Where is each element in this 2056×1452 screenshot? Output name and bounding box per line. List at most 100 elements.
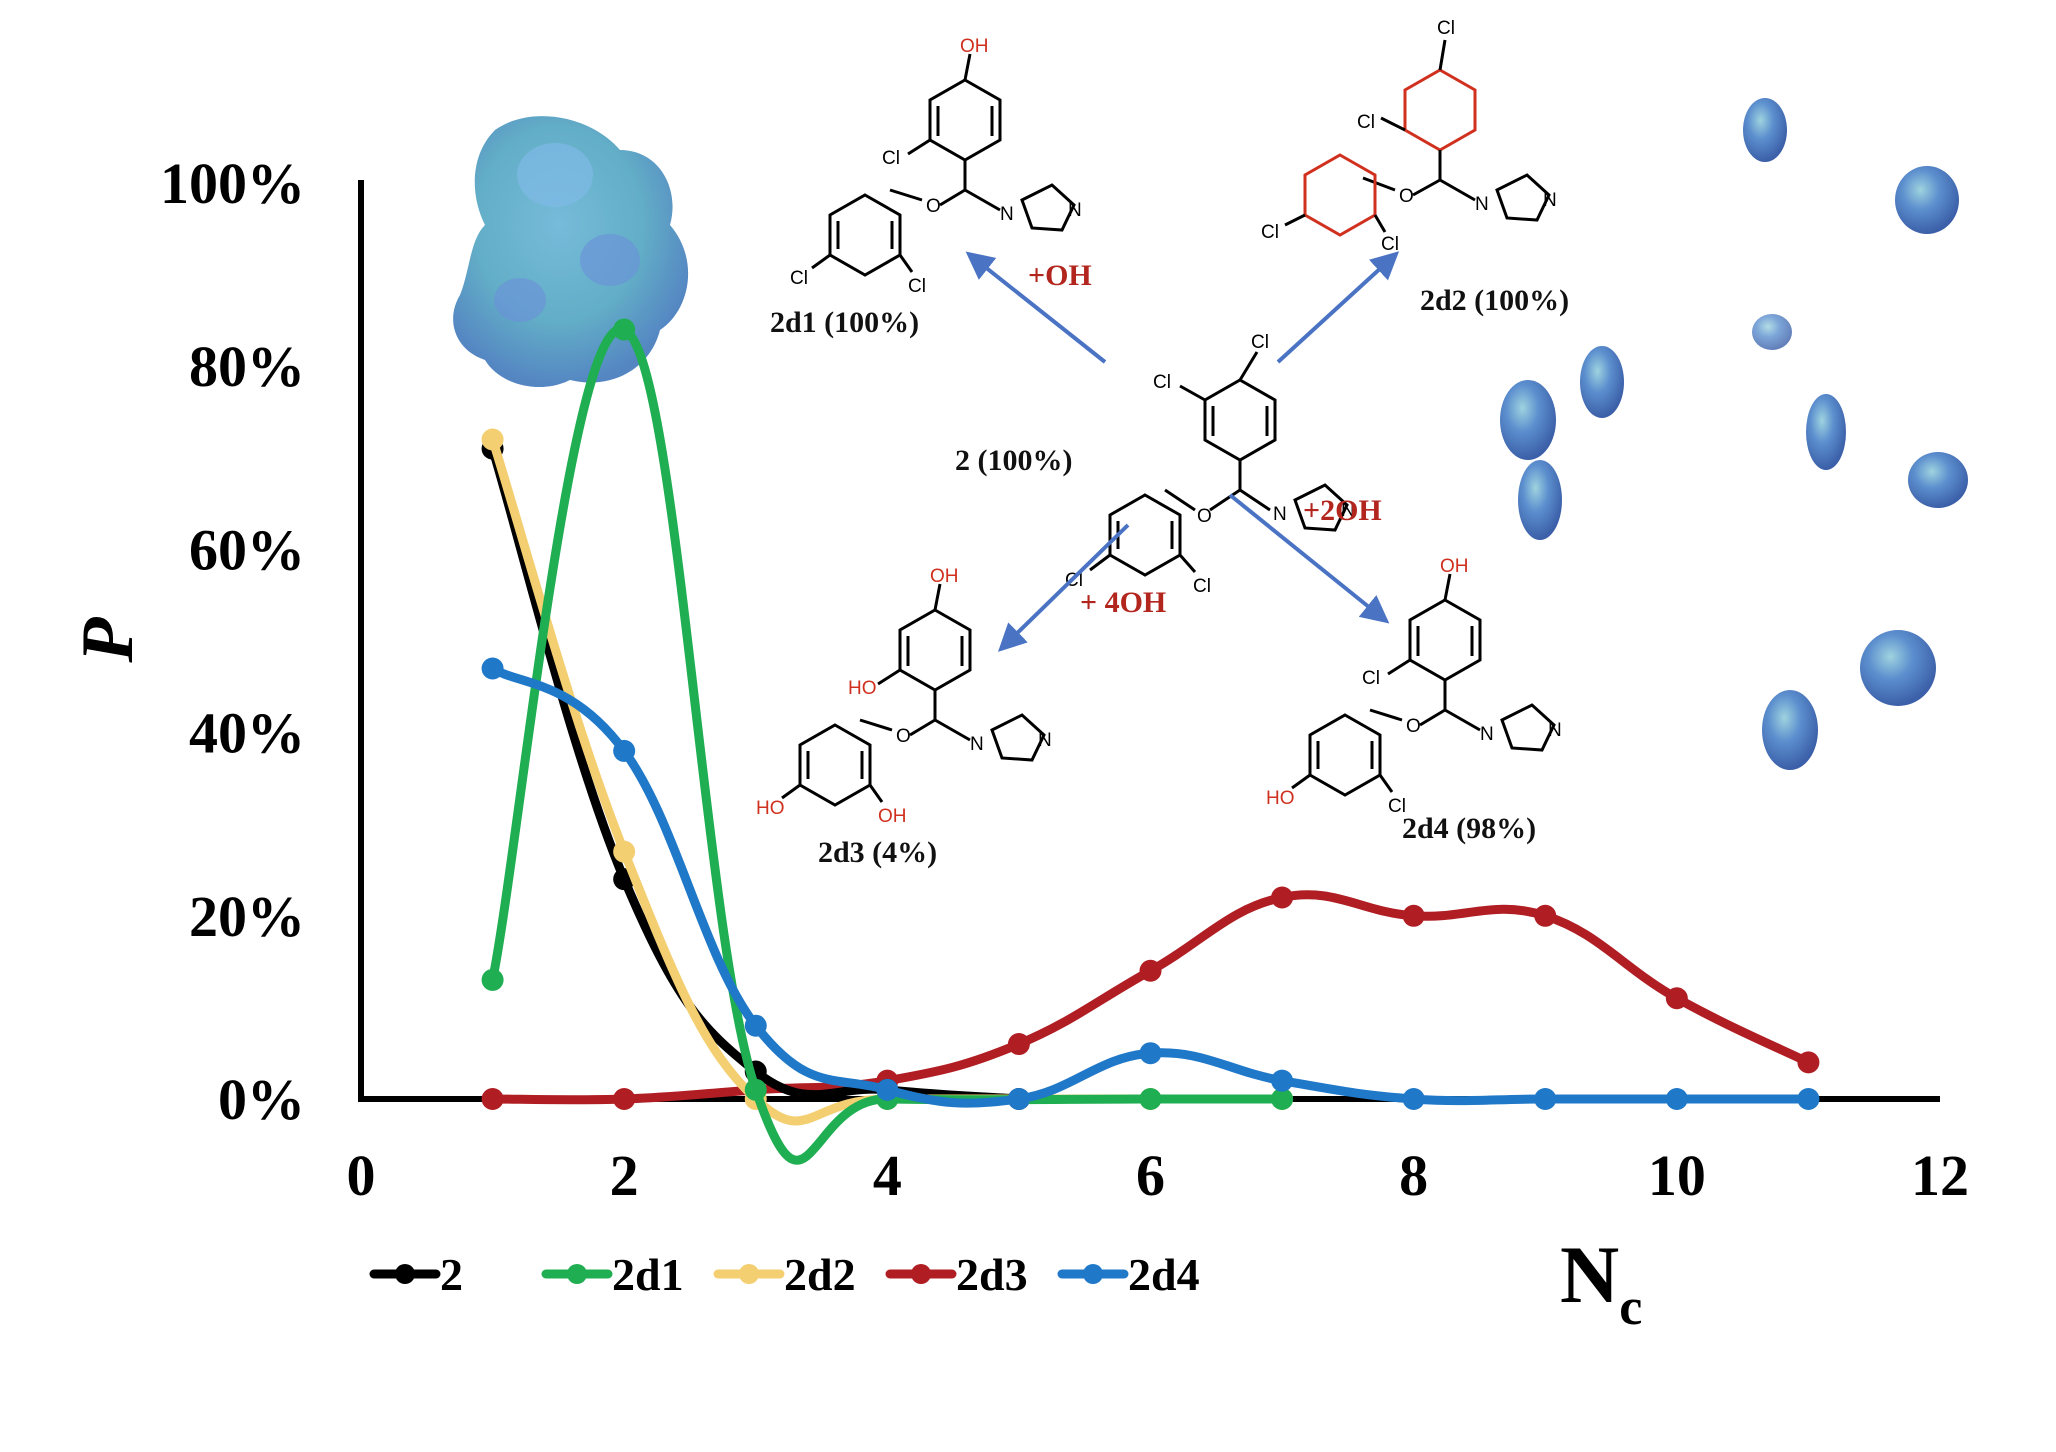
y-axis-label: P <box>67 617 149 664</box>
data-point-2d3 <box>1139 959 1162 982</box>
svg-text:Cl: Cl <box>1437 18 1455 39</box>
legend-label: 2 <box>440 1249 463 1300</box>
svg-text:O: O <box>1399 186 1414 207</box>
y-tick-label: 100% <box>160 151 305 216</box>
molecule-2d2: Cl Cl O N N Cl Cl 2d2 (100%) <box>1261 18 1569 317</box>
legend-label: 2d3 <box>956 1249 1028 1300</box>
svg-text:N: N <box>1480 724 1494 745</box>
series-2d4 <box>481 657 1820 1110</box>
molecule-2d1: OH Cl O N N Cl Cl 2d1 (100%) <box>770 36 1082 339</box>
data-point-2d2 <box>613 840 636 863</box>
reaction-label-2oh: +2OH <box>1303 494 1382 527</box>
x-tick-label: 8 <box>1399 1143 1428 1208</box>
x-tick-label: 2 <box>610 1143 639 1208</box>
molecule-2d1-caption: 2d1 (100%) <box>770 306 919 339</box>
svg-text:O: O <box>926 196 941 217</box>
svg-text:Cl: Cl <box>882 148 900 169</box>
reaction-label-oh: +OH <box>1028 259 1092 292</box>
legend-label: 2d2 <box>784 1249 856 1300</box>
molecule-2d3-caption: 2d3 (4%) <box>818 836 937 869</box>
data-point-2d4 <box>481 657 504 680</box>
data-point-2d4 <box>1007 1088 1030 1110</box>
x-tick-label: 10 <box>1648 1143 1706 1208</box>
y-tick-label: 80% <box>189 334 305 399</box>
legend-item-2d3: 2d3 <box>885 1249 1028 1300</box>
svg-text:N: N <box>1000 204 1014 225</box>
svg-text:Cl: Cl <box>1362 668 1380 689</box>
molecule-center: Cl Cl O N N Cl Cl 2 (100%) <box>955 332 1355 597</box>
surface-blobs-small <box>1500 98 1968 770</box>
data-point-2d3 <box>1665 987 1688 1010</box>
svg-text:HO: HO <box>756 798 785 819</box>
series-layer <box>481 318 1820 1165</box>
data-point-2d3 <box>1797 1051 1820 1074</box>
svg-text:Cl: Cl <box>1388 796 1406 817</box>
svg-text:N: N <box>1475 194 1489 215</box>
arrow-to-2d3 <box>997 523 1130 652</box>
data-point-2d4 <box>744 1014 767 1037</box>
svg-text:O: O <box>1406 716 1421 737</box>
y-tick-label: 20% <box>189 884 305 949</box>
series-line-2d4 <box>488 663 1813 1108</box>
molecule-2d4-caption: 2d4 (98%) <box>1402 812 1536 845</box>
data-point-2d4 <box>1402 1088 1425 1110</box>
svg-text:OH: OH <box>1440 556 1469 577</box>
svg-text:HO: HO <box>848 678 877 699</box>
data-point-2d4 <box>1665 1088 1688 1110</box>
data-point-2d1 <box>613 318 636 341</box>
reaction-label-4oh: + 4OH <box>1080 586 1166 619</box>
legend-swatch-marker <box>911 1264 931 1284</box>
svg-text:Cl: Cl <box>1153 372 1171 393</box>
data-point-2d3 <box>613 1088 636 1110</box>
series-2 <box>481 437 1030 1110</box>
arrow-to-2d4 <box>1228 493 1390 624</box>
data-point-2d1 <box>481 968 504 991</box>
series-2d3 <box>481 886 1820 1110</box>
svg-text:Cl: Cl <box>1261 222 1279 243</box>
legend-label: 2d4 <box>1128 1249 1200 1300</box>
legend-swatch-marker <box>739 1264 759 1284</box>
svg-text:Cl: Cl <box>1357 112 1375 133</box>
molecule-2d4: OH Cl O N N HO Cl 2d4 (98%) <box>1266 556 1562 845</box>
svg-text:Cl: Cl <box>790 268 808 289</box>
data-point-2d1 <box>1139 1088 1162 1110</box>
svg-text:OH: OH <box>930 566 959 587</box>
svg-text:O: O <box>896 726 911 747</box>
data-point-2d4 <box>1139 1042 1162 1065</box>
x-axis-label: Nc <box>1560 1229 1642 1336</box>
svg-text:N: N <box>1543 190 1557 211</box>
svg-text:Cl: Cl <box>908 276 926 297</box>
svg-text:N: N <box>970 734 984 755</box>
data-point-2d4 <box>1797 1088 1820 1110</box>
series-line-2d2 <box>488 434 1287 1126</box>
svg-text:HO: HO <box>1266 788 1295 809</box>
y-tick-label: 40% <box>189 701 305 766</box>
svg-text:Cl: Cl <box>1193 576 1211 597</box>
series-2d1 <box>481 318 1294 1165</box>
svg-text:Cl: Cl <box>1251 332 1269 353</box>
legend-swatch-marker <box>567 1264 587 1284</box>
y-tick-label: 0% <box>218 1067 305 1132</box>
legend: 2 2d1 2d2 2d3 2d4 <box>369 1249 1200 1300</box>
series-line-2 <box>488 444 1024 1104</box>
arrow-to-2d1 <box>965 251 1107 364</box>
molecule-2d2-caption: 2d2 (100%) <box>1420 284 1569 317</box>
legend-label: 2d1 <box>612 1249 684 1300</box>
svg-text:Cl: Cl <box>1381 234 1399 255</box>
x-tick-label: 0 <box>347 1143 376 1208</box>
data-point-2d3 <box>1402 904 1425 927</box>
x-axis-label-main: N <box>1560 1229 1619 1320</box>
molecule-2d3: OH HO O N N HO OH 2d3 (4%) <box>756 566 1052 869</box>
molecule-center-caption: 2 (100%) <box>955 444 1072 477</box>
reaction-arrows: +OH +2OH + 4OH <box>965 251 1400 652</box>
y-tick-labels: 0% 20% 40% 60% 80% 100% <box>160 151 305 1132</box>
svg-text:N: N <box>1273 504 1287 525</box>
svg-text:OH: OH <box>878 806 907 827</box>
arrow-to-2d2 <box>1276 251 1400 364</box>
data-point-2d3 <box>1534 904 1557 927</box>
series-line-2d1 <box>488 324 1287 1165</box>
x-tick-label: 6 <box>1136 1143 1165 1208</box>
svg-text:O: O <box>1197 506 1212 527</box>
data-point-2d4 <box>613 739 636 762</box>
